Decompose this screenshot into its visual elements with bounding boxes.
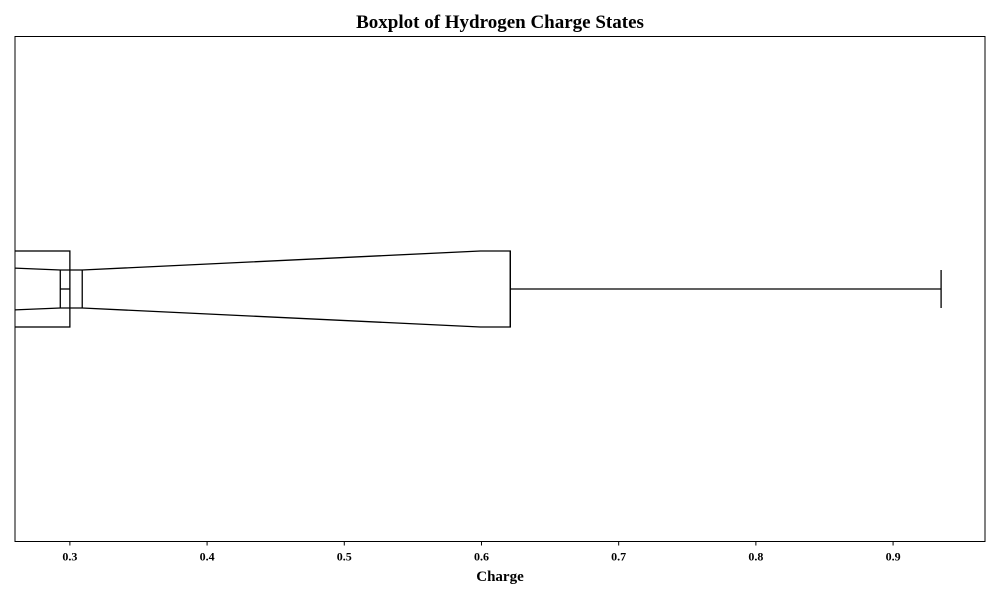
box-body [15,250,511,328]
x-tick-label: 0.3 [62,550,77,564]
x-tick-label: 0.6 [474,550,489,564]
x-tick-label: 0.8 [748,550,763,564]
x-axis-ticks: 0.3 0.4 0.5 0.6 0.7 0.8 0.9 [62,541,901,564]
x-tick-label: 0.7 [611,550,626,564]
x-tick-label: 0.9 [886,550,901,564]
chart-title: Boxplot of Hydrogen Charge States [356,12,644,33]
x-axis-label: Charge [476,569,524,585]
box-group [15,250,942,328]
plot-area-frame [14,36,986,542]
x-tick-label: 0.4 [200,550,215,564]
x-tick-label: 0.5 [337,550,352,564]
